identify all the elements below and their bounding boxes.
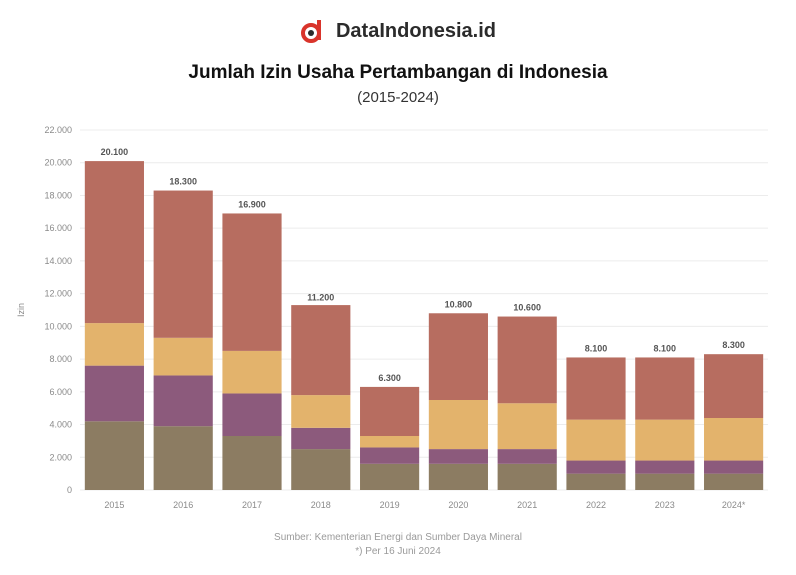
bar-segment bbox=[84, 365, 144, 422]
total-data-label: 10.600 bbox=[513, 303, 541, 313]
chart-title: Jumlah Izin Usaha Pertambangan di Indone… bbox=[188, 62, 608, 83]
y-tick-label: 8.000 bbox=[49, 354, 72, 364]
bar-segment bbox=[566, 460, 626, 474]
total-data-label: 8.300 bbox=[722, 340, 745, 350]
bar-segment bbox=[635, 473, 695, 490]
datainduk-logo-icon bbox=[300, 20, 321, 43]
y-tick-label: 18.000 bbox=[44, 190, 72, 200]
bar-segment bbox=[153, 375, 213, 427]
bar-segment bbox=[428, 449, 488, 464]
date-note: *) Per 16 Juni 2024 bbox=[355, 546, 441, 557]
bar-segment bbox=[222, 350, 282, 394]
x-tick-label: 2021 bbox=[517, 500, 537, 510]
x-tick-label: 2016 bbox=[173, 500, 193, 510]
total-data-label: 18.300 bbox=[169, 177, 197, 187]
bar-segment bbox=[635, 460, 695, 474]
bar-segment bbox=[291, 449, 351, 490]
bar-segment bbox=[360, 463, 420, 490]
y-tick-label: 4.000 bbox=[49, 420, 72, 430]
bar-segment bbox=[428, 313, 488, 400]
bar-segment bbox=[291, 305, 351, 396]
bar-segment bbox=[497, 463, 557, 490]
total-data-label: 10.800 bbox=[445, 299, 473, 309]
x-tick-label: 2018 bbox=[311, 500, 331, 510]
x-tick-label: 2017 bbox=[242, 500, 262, 510]
bar-segment bbox=[222, 213, 282, 351]
y-tick-label: 14.000 bbox=[44, 256, 72, 266]
bar-segment bbox=[635, 357, 695, 420]
bar-segment bbox=[153, 337, 213, 376]
x-tick-label: 2019 bbox=[380, 500, 400, 510]
bar-segment bbox=[704, 473, 764, 490]
brand-name: DataIndonesia.id bbox=[335, 19, 497, 42]
bar-segment bbox=[566, 419, 626, 461]
y-axis-label: Izin bbox=[16, 303, 26, 317]
source-note: Sumber: Kementerian Energi dan Sumber Da… bbox=[274, 532, 522, 543]
y-tick-label: 2.000 bbox=[49, 452, 72, 462]
brand-header: DataIndonesia.id bbox=[0, 18, 796, 44]
x-tick-label: 2020 bbox=[448, 500, 468, 510]
bar-segment bbox=[704, 460, 764, 474]
y-tick-label: 10.000 bbox=[44, 321, 72, 331]
x-tick-label: 2022 bbox=[586, 500, 606, 510]
bar-segment bbox=[360, 386, 420, 436]
y-tick-label: 12.000 bbox=[44, 289, 72, 299]
bar-segment bbox=[704, 354, 764, 418]
bar-segment bbox=[360, 447, 420, 464]
bar-segment bbox=[360, 436, 420, 448]
y-tick-label: 20.000 bbox=[44, 158, 72, 168]
bar-segment bbox=[222, 393, 282, 436]
bar-segment bbox=[497, 316, 557, 404]
bar-segment bbox=[635, 419, 695, 461]
y-tick-label: 22.000 bbox=[44, 125, 72, 135]
x-tick-label: 2023 bbox=[655, 500, 675, 510]
y-tick-label: 16.000 bbox=[44, 223, 72, 233]
bar-segment bbox=[153, 426, 213, 490]
bar-segment bbox=[566, 357, 626, 420]
bar-segment bbox=[428, 463, 488, 490]
bar-segment bbox=[291, 395, 351, 428]
total-data-label: 20.100 bbox=[101, 147, 129, 157]
bar-segment bbox=[291, 427, 351, 450]
bar-segment bbox=[222, 436, 282, 490]
bar-segment bbox=[84, 421, 144, 490]
chart-footer: Sumber: Kementerian Energi dan Sumber Da… bbox=[0, 531, 796, 559]
bar-segment bbox=[428, 400, 488, 450]
total-data-label: 6.300 bbox=[378, 373, 401, 383]
bar-segment bbox=[84, 323, 144, 366]
x-tick-label: 2015 bbox=[104, 500, 124, 510]
y-tick-label: 0 bbox=[67, 485, 72, 495]
total-data-label: 8.100 bbox=[585, 343, 608, 353]
x-tick-label: 2024* bbox=[722, 500, 746, 510]
bar-segment bbox=[497, 403, 557, 450]
bar-segment bbox=[704, 418, 764, 461]
y-tick-label: 6.000 bbox=[49, 387, 72, 397]
total-data-label: 16.900 bbox=[238, 199, 266, 209]
chart-labels: 0 2.000 4.000 6.000 8.000 10.000 12.000 14.000 1… bbox=[16, 125, 746, 510]
bar-segment bbox=[497, 449, 557, 464]
total-data-label: 8.100 bbox=[654, 343, 677, 353]
chart-bars bbox=[84, 161, 764, 490]
bar-segment bbox=[84, 161, 144, 324]
bar-segment bbox=[566, 473, 626, 490]
total-data-label: 11.200 bbox=[307, 293, 334, 303]
bar-segment bbox=[153, 190, 213, 338]
chart-subtitle: (2015-2024) bbox=[357, 89, 439, 106]
